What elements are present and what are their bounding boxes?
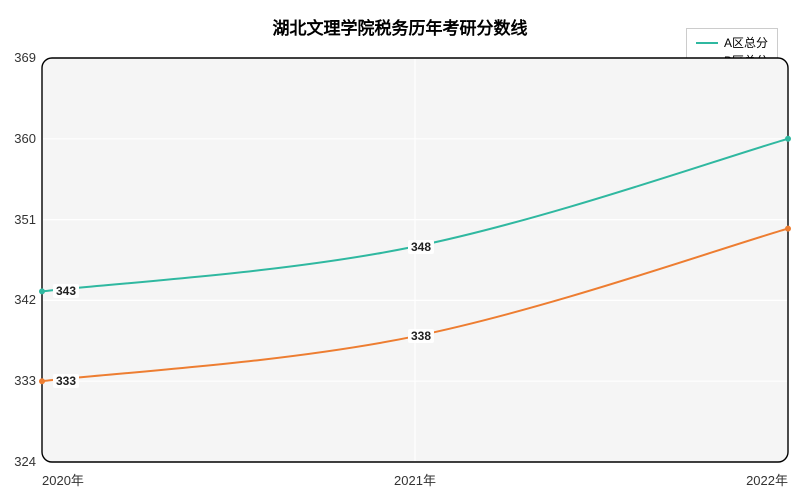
y-tick-label: 342	[14, 292, 36, 307]
x-tick-label: 2022年	[746, 470, 788, 489]
data-label: 333	[53, 374, 79, 388]
chart-svg	[0, 0, 800, 500]
data-label: 348	[408, 240, 434, 254]
y-tick-label: 333	[14, 373, 36, 388]
x-tick-label: 2020年	[42, 470, 84, 489]
chart-container: 湖北文理学院税务历年考研分数线 A区总分 B区总分 34334836033333…	[0, 0, 800, 500]
y-tick-label: 351	[14, 212, 36, 227]
y-tick-label: 324	[14, 454, 36, 469]
y-tick-label: 369	[14, 50, 36, 65]
y-tick-label: 360	[14, 131, 36, 146]
data-label: 343	[53, 284, 79, 298]
data-label: 338	[408, 329, 434, 343]
x-tick-label: 2021年	[394, 470, 436, 489]
